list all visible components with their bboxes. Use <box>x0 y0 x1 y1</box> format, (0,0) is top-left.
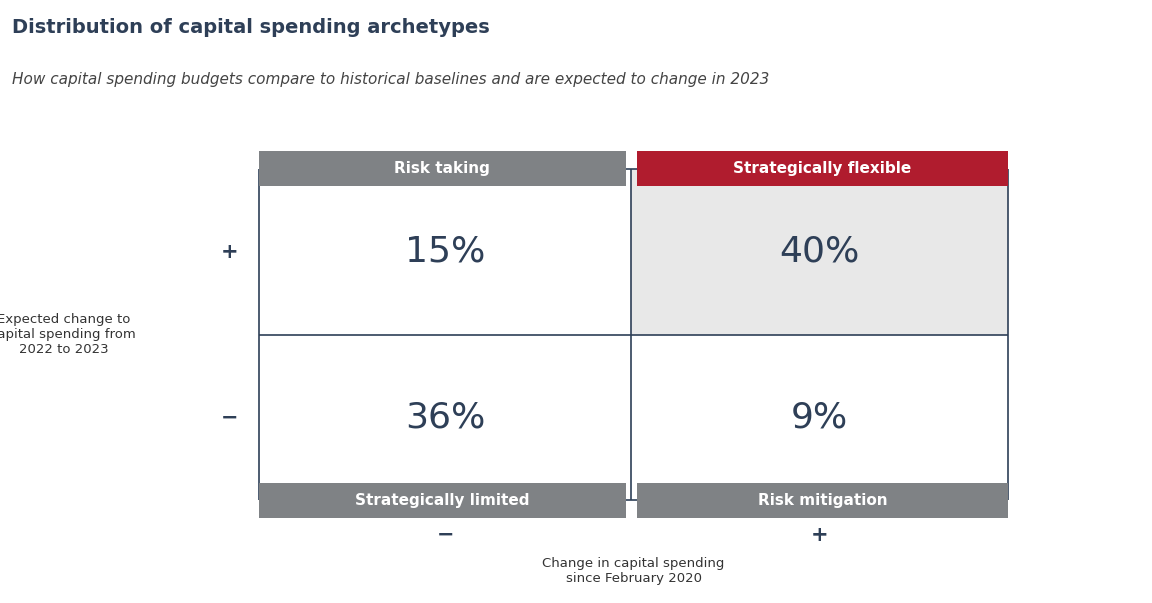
Bar <box>259 151 626 186</box>
Text: −: − <box>221 408 238 428</box>
Text: +: + <box>811 525 828 545</box>
Text: −: − <box>437 525 454 545</box>
Text: How capital spending budgets compare to historical baselines and are expected to: How capital spending budgets compare to … <box>12 72 768 87</box>
Text: Strategically limited: Strategically limited <box>355 493 530 508</box>
Text: Expected change to
capital spending from
2022 to 2023: Expected change to capital spending from… <box>0 313 136 356</box>
Text: Strategically flexible: Strategically flexible <box>734 162 911 176</box>
Text: Risk taking: Risk taking <box>394 162 491 176</box>
Text: Risk mitigation: Risk mitigation <box>758 493 887 508</box>
Text: 36%: 36% <box>406 400 485 435</box>
Text: 40%: 40% <box>780 235 859 269</box>
Bar <box>631 169 1008 335</box>
Text: Distribution of capital spending archetypes: Distribution of capital spending archety… <box>12 18 490 37</box>
Text: +: + <box>221 242 238 262</box>
Bar <box>637 151 1008 186</box>
Bar <box>637 483 1008 518</box>
Text: 15%: 15% <box>406 235 485 269</box>
Text: Change in capital spending
since February 2020: Change in capital spending since Februar… <box>543 557 725 585</box>
Text: 9%: 9% <box>791 400 848 435</box>
Bar <box>259 483 626 518</box>
